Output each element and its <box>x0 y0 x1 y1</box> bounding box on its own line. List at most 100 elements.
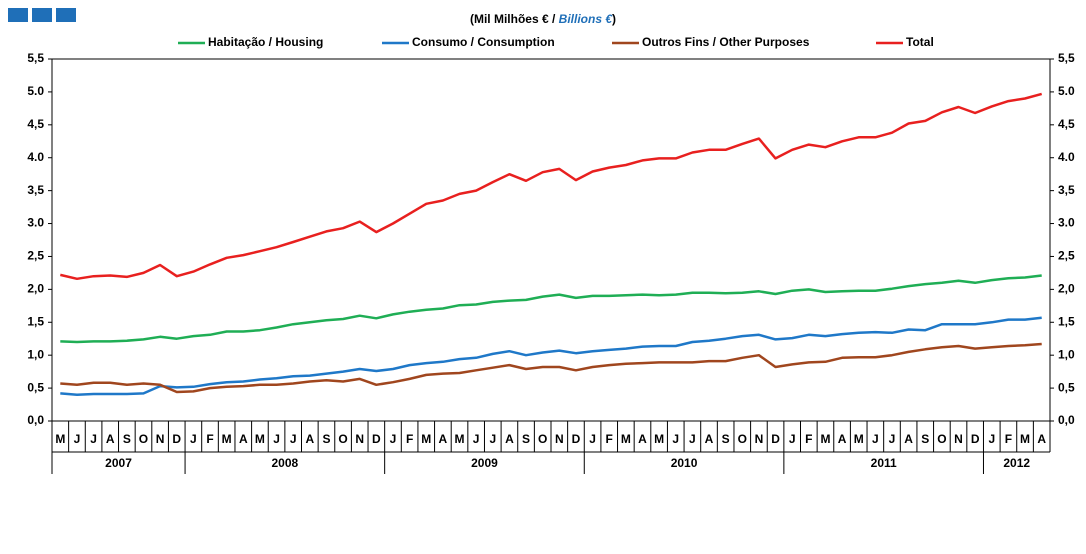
x-tick-label: N <box>755 432 764 446</box>
series-line <box>60 274 1042 344</box>
x-tick-label: J <box>90 432 97 446</box>
x-tick-label: N <box>355 432 364 446</box>
x-tick-label: A <box>904 432 913 446</box>
x-tick-label: A <box>439 432 448 446</box>
x-tick-label: J <box>74 432 81 446</box>
x-tick-label: N <box>156 432 165 446</box>
x-tick-label: S <box>522 432 530 446</box>
x-tick-label: A <box>106 432 115 446</box>
x-tick-label: J <box>190 432 197 446</box>
x-tick-label: A <box>705 432 714 446</box>
legend-label: Total <box>906 35 934 49</box>
x-tick-label: S <box>123 432 131 446</box>
x-tick-label: J <box>589 432 596 446</box>
x-tick-label: A <box>638 432 647 446</box>
x-tick-label: N <box>954 432 963 446</box>
y2-tick-label: 4.0 <box>1058 150 1075 164</box>
y-tick-label: 2,5 <box>27 249 44 263</box>
x-tick-label: F <box>206 432 213 446</box>
x-tick-label: O <box>139 432 148 446</box>
x-tick-label: J <box>889 432 896 446</box>
x-tick-label: D <box>572 432 581 446</box>
x-tick-label: O <box>937 432 946 446</box>
x-tick-label: M <box>621 432 631 446</box>
y2-tick-label: 3,5 <box>1058 183 1075 197</box>
series-line <box>60 342 1042 394</box>
x-tick-label: J <box>273 432 280 446</box>
y-tick-label: 3.0 <box>27 216 44 230</box>
y2-tick-label: 4,5 <box>1058 117 1075 131</box>
x-tick-label: M <box>421 432 431 446</box>
y2-tick-label: 5.0 <box>1058 84 1075 98</box>
y2-tick-label: 1,0 <box>1058 347 1075 361</box>
y-tick-label: 4.0 <box>27 150 44 164</box>
year-label: 2007 <box>105 456 132 470</box>
year-label: 2011 <box>871 456 897 470</box>
x-tick-label: S <box>921 432 929 446</box>
x-tick-label: F <box>805 432 812 446</box>
x-tick-label: J <box>672 432 679 446</box>
legend-label: Outros Fins / Other Purposes <box>642 35 810 49</box>
x-tick-label: O <box>738 432 747 446</box>
x-tick-label: J <box>290 432 297 446</box>
y-tick-label: 4,5 <box>27 117 44 131</box>
y-tick-label: 1,0 <box>27 347 44 361</box>
legend-label: Consumo / Consumption <box>412 35 555 49</box>
x-tick-label: J <box>689 432 696 446</box>
x-tick-label: A <box>838 432 847 446</box>
x-tick-label: S <box>322 432 330 446</box>
y-tick-label: 3,5 <box>27 183 44 197</box>
year-label: 2012 <box>1003 456 1030 470</box>
x-tick-label: A <box>1037 432 1046 446</box>
x-tick-label: O <box>538 432 547 446</box>
x-tick-label: M <box>222 432 232 446</box>
x-tick-label: M <box>1020 432 1030 446</box>
x-tick-label: M <box>654 432 664 446</box>
x-tick-label: O <box>338 432 347 446</box>
x-tick-label: J <box>988 432 995 446</box>
x-tick-label: J <box>473 432 480 446</box>
x-tick-label: J <box>489 432 496 446</box>
y2-tick-label: 5,5 <box>1058 51 1075 65</box>
year-label: 2010 <box>671 456 698 470</box>
y2-tick-label: 2,5 <box>1058 249 1075 263</box>
x-tick-label: M <box>255 432 265 446</box>
y2-tick-label: 2,0 <box>1058 282 1075 296</box>
y-tick-label: 5.0 <box>27 84 44 98</box>
y-tick-label: 1,5 <box>27 314 44 328</box>
x-tick-label: M <box>854 432 864 446</box>
x-tick-label: F <box>406 432 413 446</box>
x-tick-label: F <box>1005 432 1012 446</box>
legend-label: Habitação / Housing <box>208 35 323 49</box>
x-tick-label: J <box>789 432 796 446</box>
y2-tick-label: 3.0 <box>1058 216 1075 230</box>
x-tick-label: M <box>455 432 465 446</box>
y2-tick-label: 1,5 <box>1058 314 1075 328</box>
y2-tick-label: 0,5 <box>1058 380 1075 394</box>
y-tick-label: 0,5 <box>27 380 44 394</box>
x-tick-label: S <box>722 432 730 446</box>
y-tick-label: 5,5 <box>27 51 44 65</box>
x-tick-label: A <box>239 432 248 446</box>
year-label: 2009 <box>471 456 498 470</box>
x-tick-label: N <box>555 432 564 446</box>
x-tick-label: D <box>172 432 181 446</box>
series-line <box>60 316 1042 396</box>
x-tick-label: D <box>372 432 381 446</box>
y-tick-label: 0,0 <box>27 413 44 427</box>
y2-tick-label: 0,0 <box>1058 413 1075 427</box>
x-tick-label: D <box>771 432 780 446</box>
x-tick-label: A <box>305 432 314 446</box>
x-tick-label: F <box>606 432 613 446</box>
subtitle: (Mil Milhões € / Billions €) <box>470 12 616 26</box>
x-tick-label: M <box>820 432 830 446</box>
x-tick-label: D <box>971 432 980 446</box>
y-tick-label: 2,0 <box>27 282 44 296</box>
x-tick-label: M <box>55 432 65 446</box>
series-line <box>60 92 1043 281</box>
x-tick-label: A <box>505 432 514 446</box>
x-tick-label: J <box>872 432 879 446</box>
x-tick-label: J <box>390 432 397 446</box>
